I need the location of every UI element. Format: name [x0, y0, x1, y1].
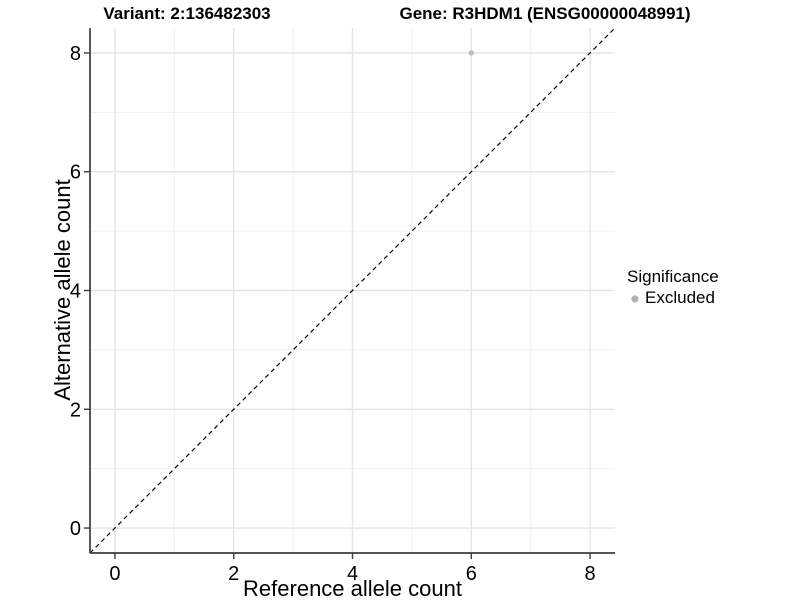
identity-line	[89, 27, 616, 554]
x-axis-title: Reference allele count	[243, 576, 462, 600]
legend-item-excluded: Excluded	[627, 287, 719, 308]
x-tick-label: 2	[228, 563, 239, 585]
legend-point-marker	[631, 294, 639, 303]
y-tick-label: 4	[70, 281, 81, 303]
y-tick-label: 6	[70, 162, 81, 184]
legend-item-label: Excluded	[645, 288, 715, 307]
x-tick-label: 6	[466, 563, 477, 585]
data-point	[468, 50, 474, 56]
gene-title: Gene: R3HDM1 (ENSG00000048991)	[399, 4, 691, 23]
legend-title: Significance	[627, 267, 719, 286]
y-tick-label: 8	[70, 43, 81, 65]
y-tick-label: 0	[70, 518, 81, 540]
variant-title: Variant: 2:136482303	[103, 4, 271, 23]
legend-point-icon	[631, 294, 639, 303]
x-tick-label: 8	[584, 563, 595, 585]
x-tick-label: 0	[109, 563, 120, 585]
legend: Significance Excluded	[627, 266, 719, 308]
y-tick-label: 2	[70, 399, 81, 421]
y-axis-title: Alternative allele count	[50, 179, 75, 400]
x-tick-label: 4	[347, 563, 358, 585]
